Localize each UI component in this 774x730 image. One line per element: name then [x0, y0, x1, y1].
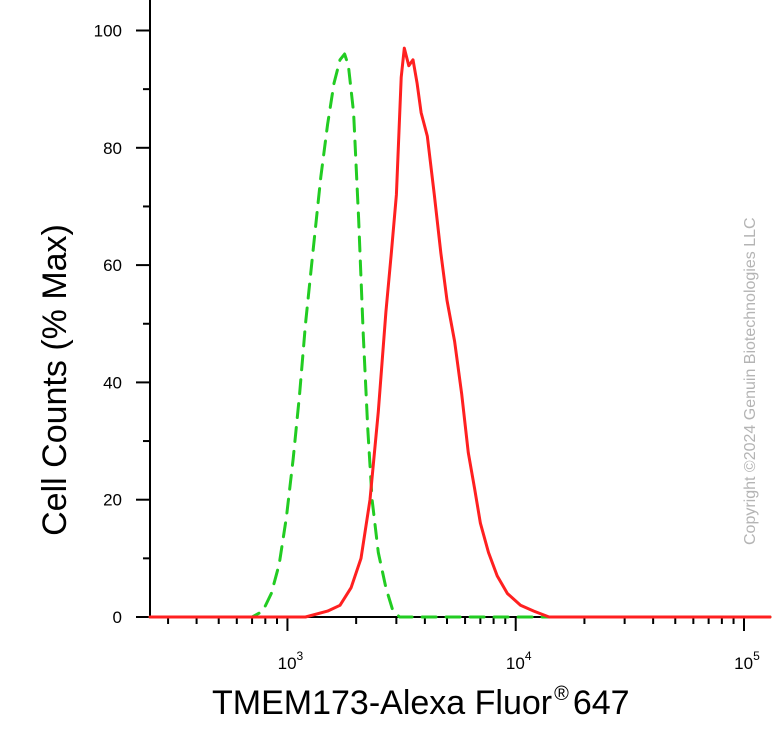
x-axis-title-number: 647 [573, 684, 630, 722]
copyright-watermark: Copyright ©2024 Genuin Biotechnologies L… [742, 217, 759, 545]
isotype-control-curve [148, 52, 772, 619]
x-tick-label-base: 10 [278, 654, 297, 673]
y-tick-label: 80 [103, 139, 122, 158]
y-tick-label: 20 [103, 491, 122, 510]
y-tick-label: 60 [103, 256, 122, 275]
y-tick-label: 0 [113, 608, 122, 627]
y-tick-label: 100 [94, 22, 122, 41]
x-axis-title: TMEM173-Alexa Fluor ® 647 [212, 683, 630, 722]
x-tick-label-exponent: 5 [753, 649, 760, 663]
x-tick-label: 105 [734, 649, 760, 673]
x-tick-label-base: 10 [506, 654, 525, 673]
x-tick-label: 104 [506, 649, 532, 673]
x-axis-title-registered-mark: ® [554, 683, 569, 705]
x-tick-label-exponent: 3 [297, 649, 304, 663]
y-axis-ticks: 0 20 40 60 80 100 [94, 22, 150, 627]
x-axis-ticks: 103 104 105 [167, 617, 760, 673]
x-tick-label: 103 [278, 649, 304, 673]
axes-frame [149, 0, 770, 618]
x-axis-title-main: TMEM173-Alexa Fluor [212, 684, 552, 722]
series-layer [148, 46, 772, 619]
x-tick-label-exponent: 4 [525, 649, 532, 663]
x-tick-label-base: 10 [734, 654, 753, 673]
y-axis-title: Cell Counts (% Max) [36, 224, 74, 536]
y-tick-label: 40 [103, 373, 122, 392]
sample-curve [148, 46, 772, 619]
